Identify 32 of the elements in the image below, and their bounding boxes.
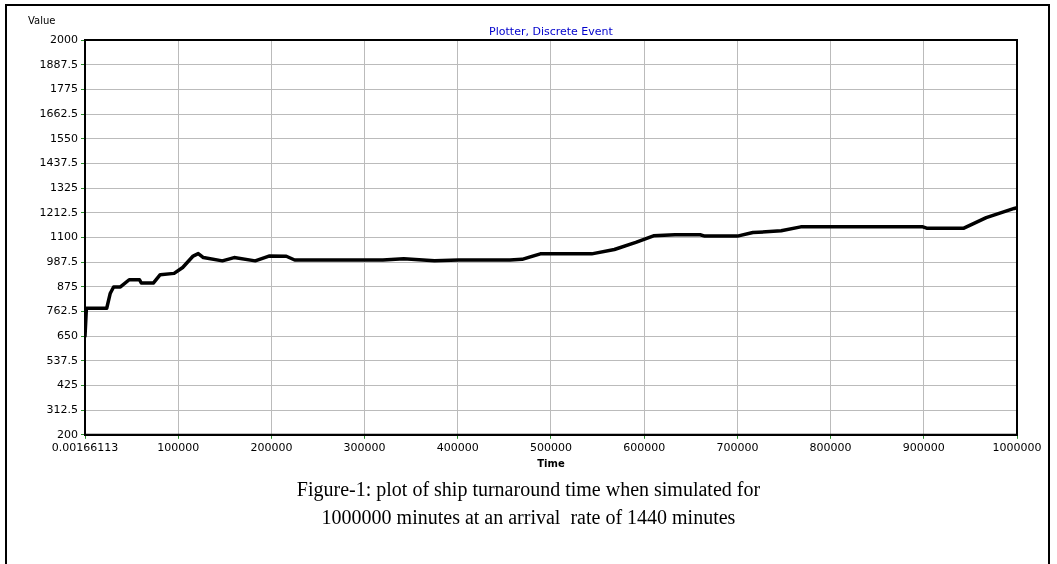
y-tick-label: 1775	[50, 82, 78, 96]
y-tick-label: 1550	[50, 131, 78, 145]
y-tick-label: 200	[57, 427, 78, 441]
y-tick-label: 1887.5	[39, 57, 78, 71]
y-tick-label: 875	[57, 279, 78, 293]
chart-title: Plotter, Discrete Event	[489, 25, 614, 39]
x-tick-label: 300000	[343, 441, 386, 455]
y-tick-label: 1437.5	[39, 156, 78, 170]
x-tick-label: 400000	[436, 441, 479, 455]
y-tick-label: 1662.5	[39, 106, 78, 120]
y-tick-label: 650	[57, 328, 78, 342]
y-tick-label: 312.5	[46, 402, 78, 416]
y-tick-label: 537.5	[46, 353, 78, 367]
x-tick-label: 200000	[250, 441, 293, 455]
x-tick-label: 500000	[530, 441, 572, 455]
x-tick-label: 700000	[716, 441, 759, 455]
x-tick-label: 800000	[809, 441, 852, 455]
y-tick-label: 1325	[50, 180, 78, 194]
y-tick-label: 987.5	[46, 254, 78, 268]
text: Figure-1: plot of ship turnaround time when simulated for 1000000 minutes at an arrival rate of 1440 minutes	[295, 477, 762, 530]
y-axis-title: Value	[28, 14, 56, 26]
x-tick-label: 0.00166113	[51, 441, 119, 455]
y-tick-label: 1212.5	[39, 205, 78, 219]
y-tick-label: 762.5	[46, 304, 78, 318]
x-tick-label: 600000	[623, 441, 666, 455]
x-axis-title: Time	[537, 457, 565, 469]
y-tick-label: 425	[57, 378, 78, 392]
x-tick-label: 1000000	[992, 441, 1042, 455]
y-tick-label: 1100	[50, 230, 78, 244]
x-tick-label: 900000	[902, 441, 945, 455]
x-tick-label: 100000	[157, 441, 200, 455]
y-tick-label: 2000	[50, 32, 78, 46]
